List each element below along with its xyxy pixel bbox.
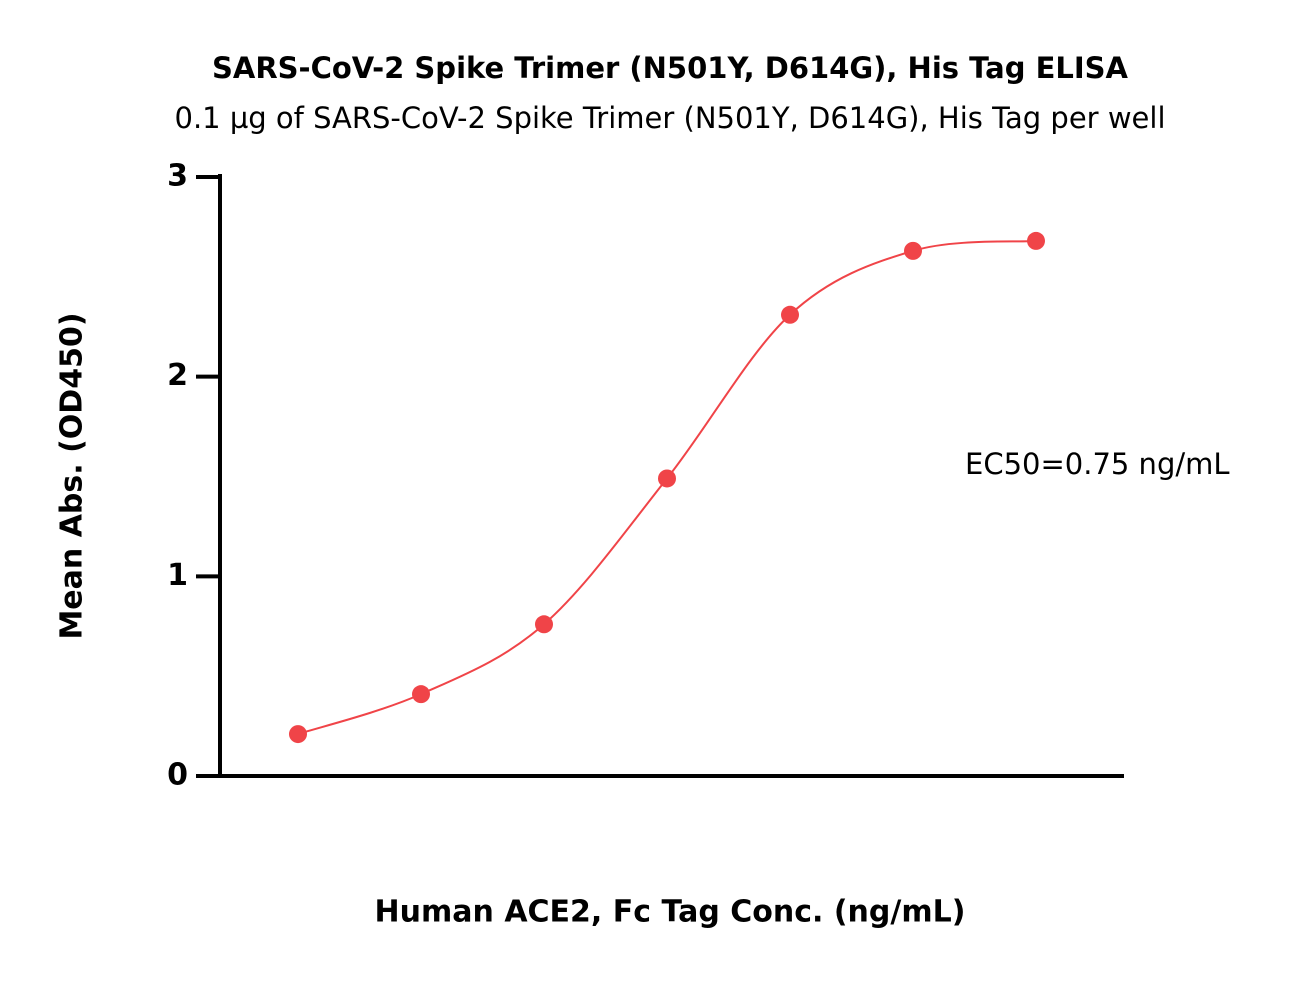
x-axis-label: Human ACE2, Fc Tag Conc. (ng/mL) — [375, 895, 966, 930]
point — [535, 615, 553, 634]
y-tick-label: 0 — [167, 758, 188, 793]
annotation: EC50=0.75 ng/mL — [965, 447, 1230, 481]
y-tick-label: 2 — [167, 358, 188, 393]
point — [1027, 231, 1045, 250]
y-tick-label: 1 — [167, 558, 188, 593]
chart-title: SARS-CoV-2 Spike Trimer (N501Y, D614G), … — [212, 51, 1129, 85]
point — [904, 241, 922, 260]
chart-subtitle: 0.1 µg of SARS-CoV-2 Spike Trimer (N501Y… — [175, 101, 1166, 135]
y-tick-label: 3 — [167, 159, 188, 194]
point — [412, 685, 430, 704]
point — [289, 725, 307, 744]
y-axis-label: Mean Abs. (OD450) — [55, 312, 90, 639]
point — [781, 305, 799, 324]
point — [658, 469, 676, 488]
